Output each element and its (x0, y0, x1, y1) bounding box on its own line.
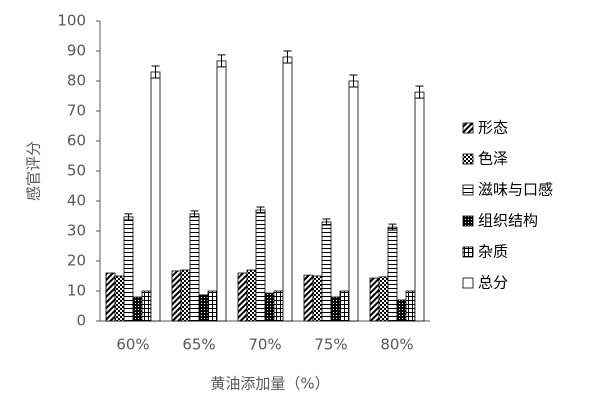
x-axis-label: 黄油添加量（%） (210, 375, 329, 393)
y-tick-label: 0 (76, 312, 86, 330)
y-tick-label: 40 (67, 192, 86, 210)
legend-swatch (462, 122, 474, 134)
bar (255, 209, 266, 322)
error-bar (151, 65, 160, 79)
x-tick-label: 80% (380, 336, 413, 354)
y-axis-label: 感官评分 (25, 141, 43, 201)
error-bar (190, 210, 199, 218)
y-tick-label: 10 (67, 282, 86, 300)
bar (141, 290, 152, 322)
x-tick-label: 60% (116, 336, 149, 354)
bar (171, 270, 182, 322)
legend-swatch (462, 153, 474, 165)
bar (273, 290, 284, 322)
y-tick-label: 30 (67, 222, 86, 240)
bar (198, 294, 209, 322)
bar (207, 290, 218, 322)
bar (414, 91, 425, 322)
bar (387, 226, 398, 322)
y-tick-label: 70 (67, 102, 86, 120)
bar (264, 292, 275, 322)
bar (180, 269, 191, 322)
bar (246, 269, 257, 322)
y-tick-label: 50 (67, 162, 86, 180)
error-bar (256, 206, 265, 214)
y-tick-label: 20 (67, 252, 86, 270)
error-bar (322, 218, 331, 226)
bar (189, 213, 200, 322)
y-tick-label: 80 (67, 72, 86, 90)
error-bar (388, 223, 397, 231)
bar (303, 274, 314, 322)
x-tick-label: 70% (248, 336, 281, 354)
error-bar (349, 74, 358, 88)
x-tick-label: 65% (182, 336, 215, 354)
legend-label: 形态 (478, 119, 508, 137)
bar (369, 277, 380, 322)
error-bar (283, 50, 292, 64)
error-bar (415, 85, 424, 99)
bar (348, 80, 359, 322)
bar (282, 56, 293, 322)
bar (123, 216, 134, 322)
bar (132, 296, 143, 322)
bar (396, 299, 407, 322)
bar (216, 60, 227, 322)
legend-label: 杂质 (478, 243, 508, 261)
bar (237, 272, 248, 322)
legend-label: 色泽 (478, 150, 508, 168)
bar (312, 275, 323, 322)
error-bar (124, 213, 133, 221)
bar (321, 221, 332, 322)
error-bar (217, 54, 226, 68)
y-tick-label: 90 (67, 42, 86, 60)
bar (330, 296, 341, 322)
bar (150, 71, 161, 322)
legend-swatch (462, 215, 474, 227)
bar (378, 276, 389, 322)
bar (339, 290, 350, 322)
legend-label: 滋味与口感 (478, 181, 553, 199)
x-tick-label: 75% (314, 336, 347, 354)
legend-swatch (462, 246, 474, 258)
legend-swatch (462, 277, 474, 289)
bar (105, 272, 116, 322)
legend-label: 组织结构 (478, 212, 538, 230)
bar (114, 275, 125, 322)
y-tick-label: 100 (57, 12, 86, 30)
legend-swatch (462, 184, 474, 196)
y-tick-label: 60 (67, 132, 86, 150)
legend-label: 总分 (478, 274, 508, 292)
bar (405, 290, 416, 322)
